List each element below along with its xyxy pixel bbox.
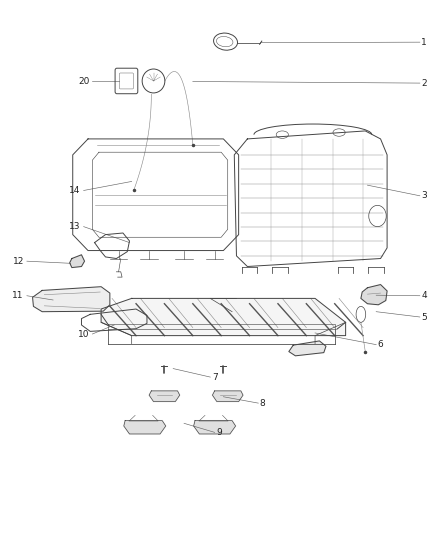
Text: 20: 20 [78,77,89,86]
Text: 7: 7 [212,373,218,382]
Polygon shape [149,391,180,401]
Text: 11: 11 [12,291,24,300]
Polygon shape [32,287,110,312]
Text: 14: 14 [69,186,81,195]
Text: 6: 6 [378,340,383,349]
Polygon shape [124,421,166,434]
Text: 5: 5 [421,312,427,321]
Text: 13: 13 [69,222,81,231]
Text: 4: 4 [421,291,427,300]
Text: 12: 12 [12,257,24,265]
Polygon shape [70,255,85,268]
Text: 8: 8 [260,399,265,408]
Text: 1: 1 [421,38,427,47]
Text: 10: 10 [78,329,89,338]
Polygon shape [101,298,346,336]
Text: 9: 9 [216,428,222,437]
Polygon shape [212,391,243,401]
Text: 2: 2 [421,78,427,87]
Polygon shape [361,285,387,305]
Polygon shape [289,341,326,356]
Text: 3: 3 [421,191,427,200]
Polygon shape [194,421,236,434]
